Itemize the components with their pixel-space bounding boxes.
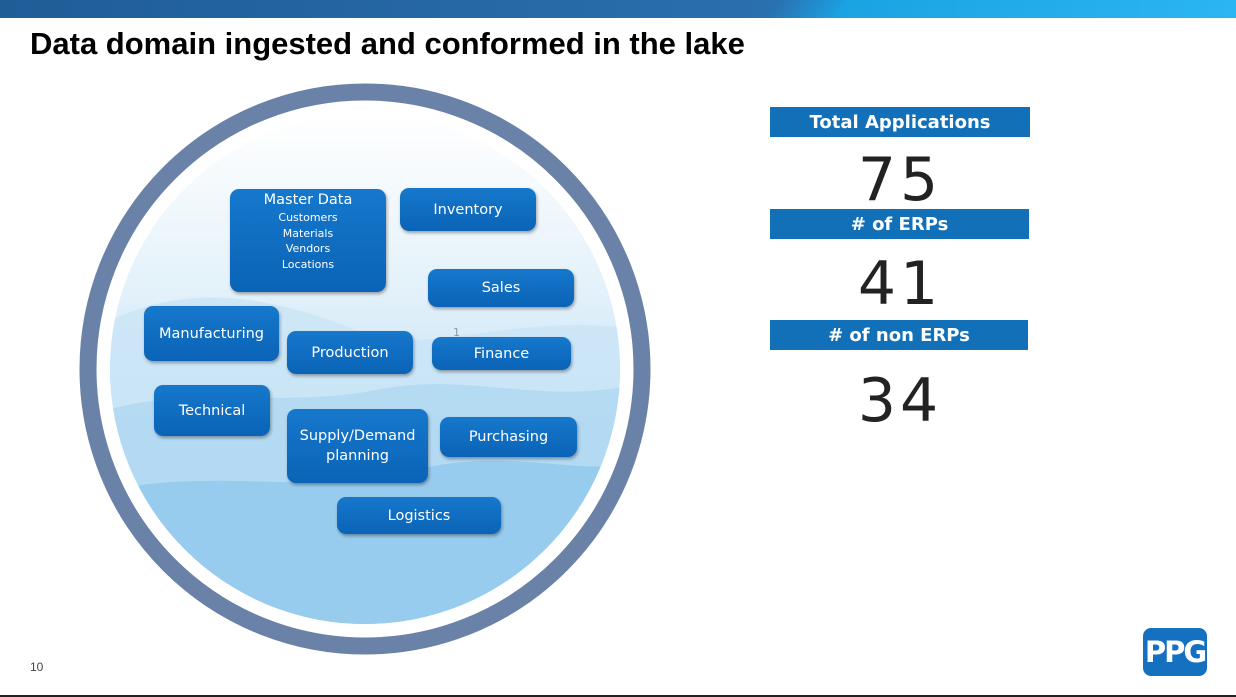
domain-supply-demand-planning: Supply/Demand planning — [287, 409, 428, 483]
erps-value: 41 — [857, 249, 943, 319]
domain-inventory: Inventory — [400, 188, 536, 231]
top-accent-bar — [0, 0, 1236, 18]
lake-ring — [79, 83, 651, 655]
master-data-item: Materials — [282, 226, 334, 240]
ppg-logo: PPG — [1143, 628, 1207, 676]
domain-finance: Finance — [432, 337, 571, 370]
total-applications-value: 75 — [857, 145, 943, 215]
domain-manufacturing: Manufacturing — [144, 306, 279, 361]
slide-title: Data domain ingested and conformed in th… — [30, 26, 745, 61]
domain-production: Production — [287, 331, 413, 374]
page-number: 10 — [30, 660, 44, 674]
faint-mark: 1 — [453, 326, 460, 339]
master-data-title: Master Data — [263, 192, 353, 208]
master-data-item: Locations — [281, 257, 335, 271]
domain-master-data: Master Data Customers Materials Vendors … — [230, 189, 386, 292]
domain-purchasing: Purchasing — [440, 417, 577, 457]
domain-logistics: Logistics — [337, 497, 501, 534]
non-erps-value: 34 — [857, 366, 943, 436]
non-erps-label: # of non ERPs — [770, 320, 1028, 350]
domain-technical: Technical — [154, 385, 270, 436]
master-data-item: Vendors — [285, 242, 331, 255]
erps-label: # of ERPs — [770, 209, 1029, 239]
master-data-item: Customers — [278, 211, 338, 224]
total-applications-label: Total Applications — [770, 107, 1030, 137]
top-accent-notch — [763, 0, 847, 18]
ppg-logo-text: PPG — [1144, 635, 1207, 669]
domain-sales: Sales — [428, 269, 574, 307]
